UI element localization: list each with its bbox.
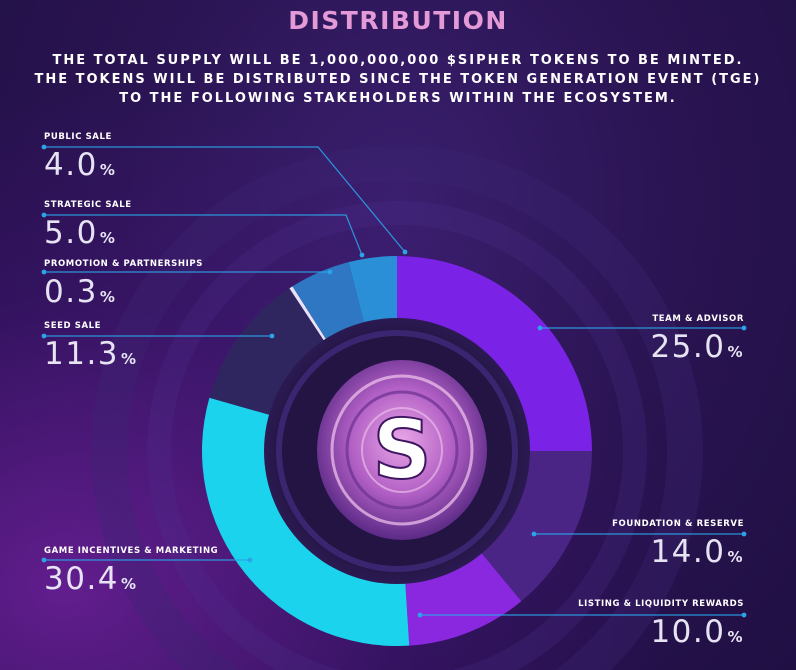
slice-name: PROMOTION & PARTNERSHIPS [44,259,203,269]
label-seed-sale: SEED SALE 11.3% [44,321,138,370]
donut-slice-strategic-sale [292,262,365,342]
background-ring-mid [147,201,647,670]
leader-strategic-sale-dot [41,212,47,218]
page-title: DISTRIBUTION [288,6,508,35]
leader-strategic-sale [44,214,363,256]
label-team-advisor: TEAM & ADVISOR 25.0% [650,314,744,363]
leader-team-advisor-dot [537,325,543,331]
intro-text-line-1: THE TOTAL SUPPLY WILL BE 1,000,000,000 $… [52,53,744,68]
donut-slice-foundation-reserve [479,451,592,602]
slice-name: GAME INCENTIVES & MARKETING [44,546,219,556]
label-listing-liquidity-rewards: LISTING & LIQUIDITY REWARDS 10.0% [578,599,744,648]
intro-text-line-2: THE TOKENS WILL BE DISTRIBUTED SINCE THE… [34,72,762,87]
leader-listing-liquidity-rewards-dot [417,612,423,618]
label-leader-lines [41,144,747,618]
slice-value: 5.0% [44,215,117,251]
leader-seed-sale-end-dot [269,333,275,339]
background-ring-outer [91,145,703,670]
donut-slice-public-sale [348,256,397,326]
donut-slice-team-advisor [397,256,592,451]
leader-team-advisor-end-dot [741,325,747,331]
slice-name: SEED SALE [44,321,102,331]
leader-public-sale [44,146,406,253]
leader-game-incentives-marketing-dot [41,557,47,563]
donut-slice-game-incentives-marketing [201,397,410,647]
donut-slice-promotion-partnerships [289,286,328,343]
label-promotion-partnerships: PROMOTION & PARTNERSHIPS 0.3% [44,259,203,308]
leader-game-incentives-marketing-end-dot [247,557,253,563]
slice-value: 10.0% [650,614,744,650]
slice-name: TEAM & ADVISOR [652,314,744,324]
slice-value: 25.0% [650,329,744,365]
slice-value: 0.3% [44,274,117,310]
leader-strategic-sale-end-dot [359,252,365,258]
leader-listing-liquidity-rewards-end-dot [741,612,747,618]
label-game-incentives-marketing: GAME INCENTIVES & MARKETING 30.4% [44,546,218,595]
sipher-coin-icon: S [317,360,487,540]
slice-value: 4.0% [44,147,117,183]
leader-seed-sale-dot [41,333,47,339]
donut-slice-listing-liquidity-rewards [405,551,522,646]
leader-foundation-reserve-dot [531,531,537,537]
slice-name: STRATEGIC SALE [44,200,132,210]
label-strategic-sale: STRATEGIC SALE 5.0% [44,200,132,249]
leader-public-sale-dot [41,144,47,150]
donut-slices [201,256,592,647]
slice-name: FOUNDATION & RESERVE [612,519,744,529]
leader-promotion-partnerships-dot [41,269,47,275]
leader-foundation-reserve-end-dot [741,531,747,537]
intro-text-line-3: TO THE FOLLOWING STAKEHOLDERS WITHIN THE… [119,91,677,106]
slice-name: PUBLIC SALE [44,132,112,142]
slice-value: 11.3% [44,336,138,372]
label-public-sale: PUBLIC SALE 4.0% [44,132,116,181]
slice-name: LISTING & LIQUIDITY REWARDS [578,599,744,609]
slice-value: 30.4% [44,561,138,597]
svg-text:S: S [372,403,431,498]
leader-promotion-partnerships-end-dot [327,269,333,275]
donut-slice-seed-sale [209,288,326,416]
leader-public-sale-end-dot [402,249,408,255]
label-foundation-reserve: FOUNDATION & RESERVE 14.0% [612,519,744,568]
slice-value: 14.0% [650,534,744,570]
